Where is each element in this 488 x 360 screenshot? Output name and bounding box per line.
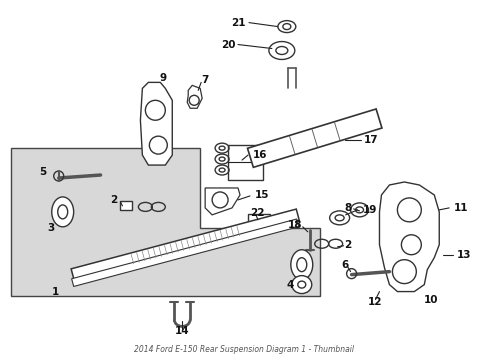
Text: 15: 15	[254, 190, 268, 200]
Text: 22: 22	[249, 208, 264, 218]
Text: 2014 Ford E-150 Rear Suspension Diagram 1 - Thumbnail: 2014 Ford E-150 Rear Suspension Diagram …	[134, 345, 353, 354]
Text: 2: 2	[110, 195, 117, 205]
Polygon shape	[71, 209, 299, 280]
Text: 13: 13	[456, 250, 470, 260]
Text: 12: 12	[367, 297, 382, 306]
Text: 19: 19	[362, 205, 376, 215]
Text: 21: 21	[230, 18, 245, 28]
Bar	[120, 201, 132, 210]
Text: 4: 4	[285, 280, 293, 289]
Text: 8: 8	[343, 203, 350, 213]
Text: 11: 11	[453, 203, 468, 213]
Polygon shape	[11, 148, 319, 296]
Text: 2: 2	[343, 240, 350, 250]
Text: 17: 17	[364, 135, 378, 145]
Text: 16: 16	[252, 150, 266, 160]
Text: 9: 9	[160, 73, 166, 84]
Text: 20: 20	[221, 40, 235, 50]
Text: 5: 5	[39, 167, 46, 177]
Polygon shape	[72, 219, 298, 287]
Text: 3: 3	[47, 223, 54, 233]
Bar	[227, 145, 263, 180]
Ellipse shape	[290, 250, 312, 280]
Ellipse shape	[52, 197, 74, 227]
Polygon shape	[247, 109, 381, 167]
Text: 10: 10	[423, 294, 438, 305]
Polygon shape	[140, 82, 172, 165]
Polygon shape	[205, 188, 240, 215]
Text: 1: 1	[52, 287, 59, 297]
Polygon shape	[379, 182, 438, 292]
Text: 18: 18	[287, 220, 302, 230]
Text: 6: 6	[340, 260, 347, 270]
Text: 14: 14	[175, 327, 189, 336]
Text: 7: 7	[201, 75, 208, 85]
Polygon shape	[187, 85, 202, 108]
Bar	[247, 214, 269, 232]
Ellipse shape	[291, 276, 311, 293]
